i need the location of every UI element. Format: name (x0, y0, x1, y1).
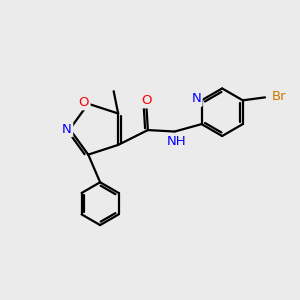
Text: NH: NH (166, 135, 186, 148)
Text: N: N (62, 123, 72, 136)
Text: N: N (191, 92, 201, 105)
Text: Br: Br (272, 90, 286, 103)
Text: O: O (79, 96, 89, 109)
Text: O: O (141, 94, 152, 107)
